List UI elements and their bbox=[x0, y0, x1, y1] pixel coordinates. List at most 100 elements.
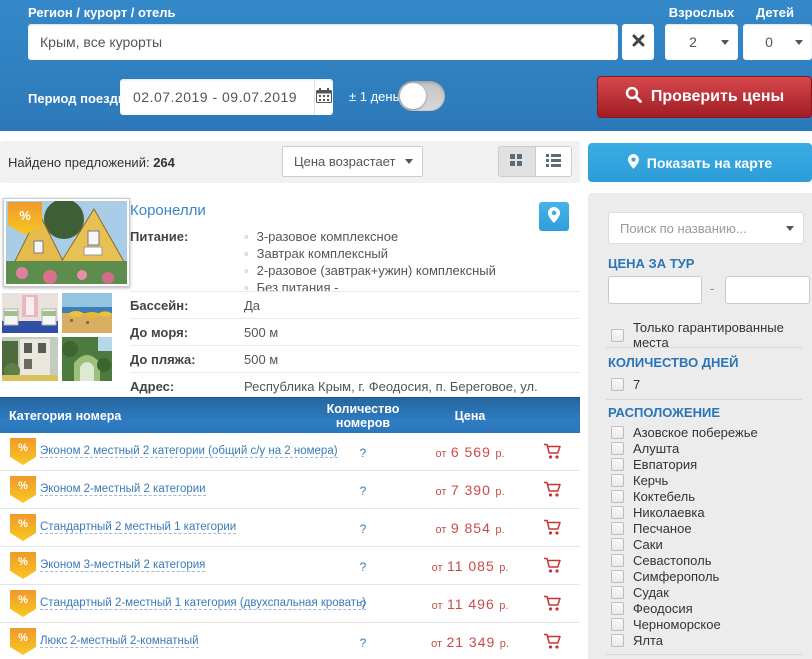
offer-row: % Эконом 2-местный 2 категории ? от 7 39… bbox=[0, 471, 580, 509]
room-category-link[interactable]: Эконом 3-местный 2 категория bbox=[40, 559, 206, 572]
divider bbox=[606, 654, 802, 655]
checkbox-icon[interactable] bbox=[611, 521, 624, 535]
grid-view-button[interactable] bbox=[499, 147, 535, 176]
checkbox-icon[interactable] bbox=[611, 537, 624, 551]
price-currency: р. bbox=[499, 562, 509, 574]
add-to-cart-button[interactable] bbox=[540, 594, 566, 616]
list-view-button[interactable] bbox=[534, 147, 571, 176]
calendar-button[interactable] bbox=[314, 79, 333, 115]
room-category-link[interactable]: Стандартный 2 местный 1 категории bbox=[40, 521, 237, 534]
show-hotel-on-map-button[interactable] bbox=[539, 202, 569, 231]
room-category-link[interactable]: Эконом 2-местный 2 категории bbox=[40, 483, 206, 496]
checkbox-icon[interactable] bbox=[611, 328, 624, 342]
checkbox-icon[interactable] bbox=[611, 457, 624, 471]
column-header-count: Количество номеров bbox=[326, 402, 400, 430]
location-checkbox-row[interactable]: Феодосия bbox=[611, 600, 806, 616]
location-checkbox-row[interactable]: Коктебель bbox=[611, 488, 806, 504]
toggle-knob bbox=[400, 83, 426, 109]
hotel-details: Бассейн: Да До моря: 500 м До пляжа: 500… bbox=[130, 291, 580, 414]
hotel-photo-main-image bbox=[6, 201, 127, 284]
location-checkbox-row[interactable]: Алушта bbox=[611, 440, 806, 456]
room-category-link[interactable]: Стандартный 2-местный 1 категория (двухс… bbox=[40, 597, 366, 610]
guaranteed-places-checkbox-row[interactable]: Только гарантированные места bbox=[611, 320, 812, 350]
clear-region-button[interactable] bbox=[622, 24, 654, 60]
checkbox-icon[interactable] bbox=[611, 505, 624, 519]
hotel-name-link[interactable]: Коронелли bbox=[130, 202, 206, 219]
checkbox-icon[interactable] bbox=[611, 489, 624, 503]
show-on-map-button[interactable]: Показать на карте bbox=[588, 143, 812, 182]
location-label: Песчаное bbox=[633, 520, 692, 536]
detail-value: 500 м bbox=[244, 325, 279, 340]
checkbox-icon[interactable] bbox=[611, 617, 624, 631]
hotel-photo-thumb-garden[interactable] bbox=[62, 337, 112, 381]
room-count: ? bbox=[359, 446, 367, 460]
checkbox-icon[interactable] bbox=[611, 585, 624, 599]
percent-badge-text: % bbox=[18, 442, 28, 454]
location-list: Азовское побережье Алушта Евпатория Керч… bbox=[611, 424, 806, 648]
checkbox-icon[interactable] bbox=[611, 569, 624, 583]
price-value: 11 496 bbox=[446, 596, 495, 612]
location-checkbox-row[interactable]: Песчаное bbox=[611, 520, 806, 536]
chevron-down-icon bbox=[405, 159, 413, 164]
checkbox-icon[interactable] bbox=[611, 473, 624, 487]
date-range-input[interactable] bbox=[120, 89, 314, 105]
children-value: 0 bbox=[765, 34, 773, 50]
location-checkbox-row[interactable]: Керчь bbox=[611, 472, 806, 488]
checkbox-icon[interactable] bbox=[611, 633, 624, 647]
room-price: от 6 569 р. bbox=[418, 444, 522, 462]
room-count: ? bbox=[359, 560, 367, 574]
room-category-link[interactable]: Люкс 2-местный 2-комнатный bbox=[40, 635, 199, 648]
checkbox-icon[interactable] bbox=[611, 425, 624, 439]
cart-icon bbox=[543, 481, 563, 501]
show-on-map-label: Показать на карте bbox=[646, 154, 773, 171]
price-currency: р. bbox=[499, 600, 509, 612]
price-max-input[interactable] bbox=[725, 276, 810, 304]
map-pin-icon bbox=[548, 207, 560, 226]
list-view-icon bbox=[545, 153, 561, 170]
plus-minus-day-toggle[interactable] bbox=[398, 81, 445, 111]
location-checkbox-row[interactable]: Саки bbox=[611, 536, 806, 552]
add-to-cart-button[interactable] bbox=[540, 518, 566, 540]
children-select[interactable]: 0 bbox=[743, 24, 812, 60]
location-checkbox-row[interactable]: Черноморское bbox=[611, 616, 806, 632]
filters-panel bbox=[588, 193, 812, 659]
region-label: Регион / курорт / отель bbox=[28, 5, 176, 20]
room-category-link[interactable]: Эконом 2 местный 2 категории (общий с/у … bbox=[40, 445, 338, 458]
location-label: Коктебель bbox=[633, 488, 695, 504]
found-offers-label: Найдено предложений: bbox=[8, 155, 150, 170]
check-prices-button[interactable]: Проверить цены bbox=[597, 76, 812, 118]
location-checkbox-row[interactable]: Ялта bbox=[611, 632, 806, 648]
checkbox-icon[interactable] bbox=[611, 601, 624, 615]
hotel-search-select[interactable]: Поиск по названию... bbox=[608, 212, 804, 244]
location-checkbox-row[interactable]: Евпатория bbox=[611, 456, 806, 472]
detail-label: До пляжа: bbox=[130, 352, 196, 367]
checkbox-icon[interactable] bbox=[611, 441, 624, 455]
price-currency: р. bbox=[495, 486, 505, 498]
price-min-input[interactable] bbox=[608, 276, 702, 304]
add-to-cart-button[interactable] bbox=[540, 442, 566, 464]
add-to-cart-button[interactable] bbox=[540, 556, 566, 578]
hotel-photo-thumb-room[interactable] bbox=[2, 293, 58, 333]
location-checkbox-row[interactable]: Севастополь bbox=[611, 552, 806, 568]
cart-icon bbox=[543, 519, 563, 539]
add-to-cart-button[interactable] bbox=[540, 632, 566, 654]
offer-row: % Стандартный 2-местный 1 категория (дву… bbox=[0, 585, 580, 623]
checkbox-icon[interactable] bbox=[611, 378, 624, 391]
close-icon bbox=[632, 34, 645, 50]
add-to-cart-button[interactable] bbox=[540, 480, 566, 502]
location-checkbox-row[interactable]: Судак bbox=[611, 584, 806, 600]
hotel-photo-thumb-beach[interactable] bbox=[62, 293, 112, 333]
location-checkbox-row[interactable]: Николаевка bbox=[611, 504, 806, 520]
hotel-photo-thumb-building[interactable] bbox=[2, 337, 58, 381]
chevron-down-icon bbox=[786, 225, 794, 231]
days-option-checkbox-row[interactable]: 7 bbox=[611, 377, 640, 392]
location-checkbox-row[interactable]: Азовское побережье bbox=[611, 424, 806, 440]
days-filter-heading: КОЛИЧЕСТВО ДНЕЙ bbox=[608, 355, 739, 370]
adults-select[interactable]: 2 bbox=[665, 24, 738, 60]
percent-badge-text: % bbox=[18, 480, 28, 492]
offer-row: % Стандартный 2 местный 1 категории ? от… bbox=[0, 509, 580, 547]
sort-select[interactable]: Цена возрастает bbox=[282, 146, 423, 177]
checkbox-icon[interactable] bbox=[611, 553, 624, 567]
location-checkbox-row[interactable]: Симферополь bbox=[611, 568, 806, 584]
region-input[interactable] bbox=[28, 24, 618, 60]
